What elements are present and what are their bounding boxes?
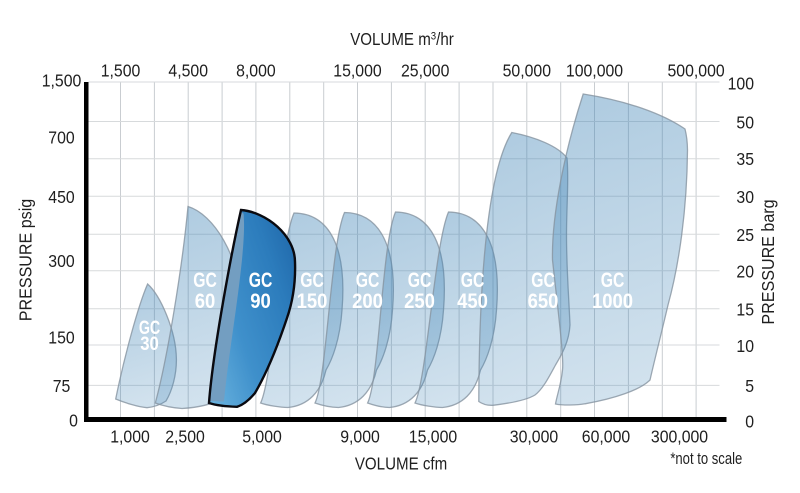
- svg-text:GC: GC: [139, 317, 160, 338]
- svg-text:35: 35: [736, 149, 754, 169]
- svg-text:GC: GC: [249, 268, 273, 292]
- svg-text:300: 300: [48, 251, 74, 271]
- svg-text:60,000: 60,000: [582, 427, 630, 447]
- svg-text:50,000: 50,000: [503, 61, 551, 81]
- svg-text:9,000: 9,000: [340, 427, 380, 447]
- svg-text:1,500: 1,500: [42, 71, 82, 91]
- svg-text:GC: GC: [356, 268, 380, 292]
- svg-text:20: 20: [736, 262, 754, 282]
- svg-text:8,000: 8,000: [236, 61, 276, 81]
- svg-text:100,000: 100,000: [566, 61, 623, 81]
- svg-text:100: 100: [728, 74, 754, 94]
- svg-text:5: 5: [745, 376, 754, 396]
- svg-text:1,000: 1,000: [110, 427, 150, 447]
- svg-text:200: 200: [352, 290, 383, 313]
- svg-text:700: 700: [48, 128, 74, 148]
- svg-text:5,000: 5,000: [242, 427, 282, 447]
- svg-text:450: 450: [48, 187, 74, 207]
- svg-text:4,500: 4,500: [168, 61, 208, 81]
- svg-text:15,000: 15,000: [409, 427, 457, 447]
- svg-text:25,000: 25,000: [401, 61, 449, 81]
- svg-text:150: 150: [297, 290, 328, 313]
- svg-text:50: 50: [736, 113, 754, 133]
- svg-text:GC: GC: [531, 268, 555, 292]
- svg-text:25: 25: [736, 225, 754, 245]
- svg-text:650: 650: [528, 290, 559, 313]
- svg-text:PRESSURE psig: PRESSURE psig: [16, 199, 36, 321]
- svg-text:*not to scale: *not to scale: [670, 449, 742, 468]
- svg-text:2,500: 2,500: [165, 427, 205, 447]
- svg-text:GC: GC: [408, 268, 432, 292]
- svg-text:500,000: 500,000: [667, 61, 724, 81]
- svg-text:150: 150: [48, 328, 74, 348]
- svg-text:15,000: 15,000: [333, 61, 381, 81]
- svg-text:VOLUME m3/hr: VOLUME m3/hr: [350, 29, 454, 50]
- svg-text:10: 10: [736, 336, 754, 356]
- svg-text:450: 450: [457, 290, 488, 313]
- svg-text:300,000: 300,000: [651, 427, 708, 447]
- svg-text:15: 15: [736, 300, 754, 320]
- svg-text:GC: GC: [300, 268, 324, 292]
- svg-text:GC: GC: [601, 268, 625, 292]
- svg-text:250: 250: [404, 290, 435, 313]
- svg-text:90: 90: [250, 290, 271, 313]
- svg-text:PRESSURE barg: PRESSURE barg: [758, 199, 778, 324]
- svg-text:30,000: 30,000: [510, 427, 558, 447]
- svg-text:30: 30: [140, 333, 159, 354]
- svg-text:VOLUME cfm: VOLUME cfm: [355, 453, 447, 474]
- svg-text:75: 75: [53, 376, 71, 396]
- svg-text:30: 30: [736, 187, 754, 207]
- svg-text:1,500: 1,500: [101, 61, 141, 81]
- svg-text:60: 60: [195, 290, 216, 313]
- svg-text:GC: GC: [461, 268, 485, 292]
- svg-text:1000: 1000: [592, 290, 633, 313]
- svg-text:0: 0: [745, 411, 754, 431]
- svg-text:0: 0: [69, 410, 78, 430]
- svg-text:GC: GC: [193, 268, 217, 292]
